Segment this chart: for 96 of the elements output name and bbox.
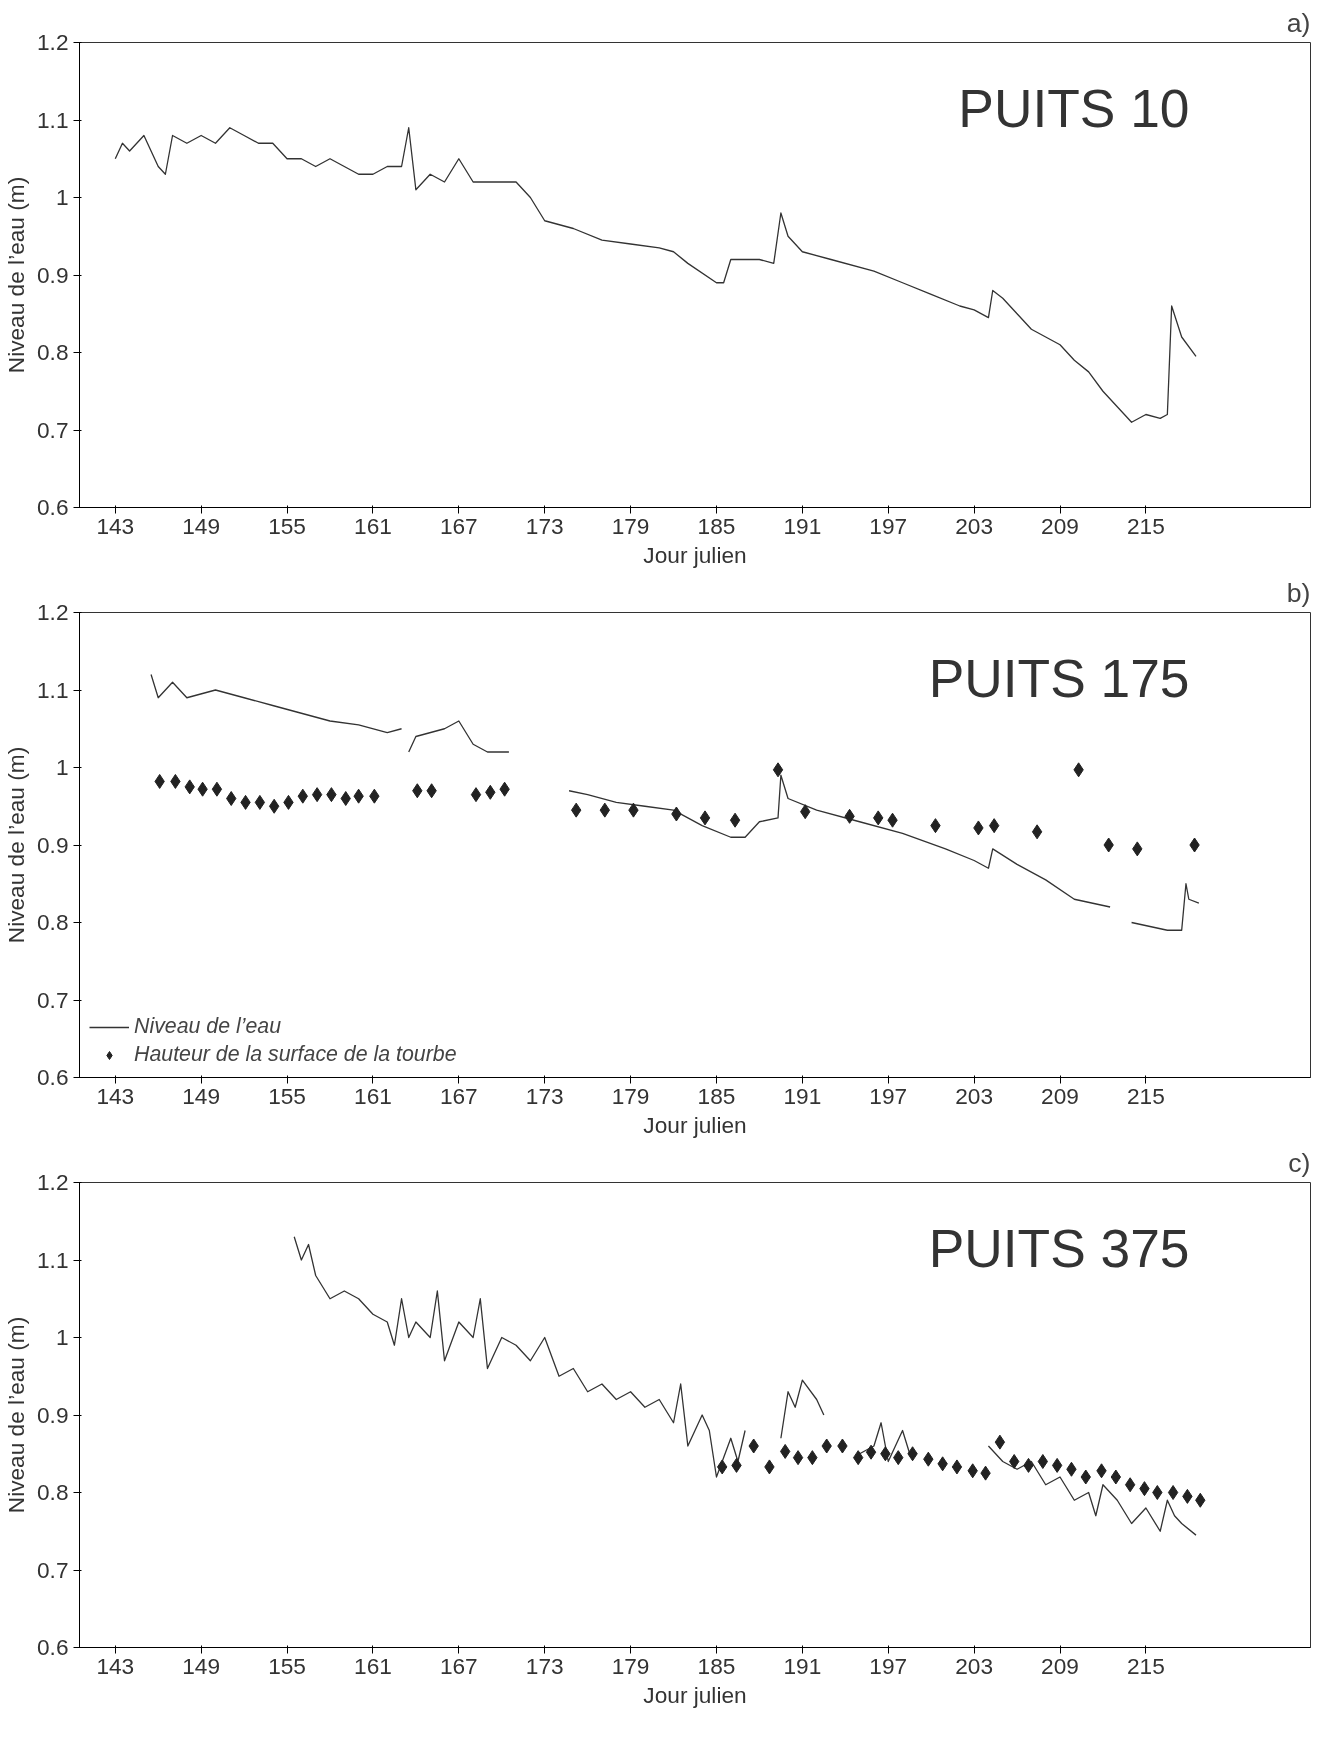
point: [772, 762, 784, 778]
x-tick-label: 209: [1041, 512, 1079, 539]
point: [729, 812, 741, 828]
point: [1124, 1477, 1136, 1493]
x-tick-label: 173: [525, 1652, 564, 1679]
x-tick-label: 179: [611, 512, 650, 539]
x-tick-label: 203: [955, 1082, 994, 1109]
x-tick-label: 161: [354, 512, 392, 539]
y-tick-label: 0.7: [37, 986, 69, 1013]
x-tick-label: 215: [1126, 1652, 1165, 1679]
x-axis-title: Jour julien: [643, 1111, 747, 1138]
y-tick-label: 0.8: [37, 339, 69, 365]
y-tick-label: 0.9: [37, 261, 69, 288]
x-tick-label: 173: [525, 1082, 564, 1109]
x-tick-label: 209: [1041, 1082, 1079, 1109]
x-tick-label: 203: [955, 512, 994, 539]
chart-title: b): [1286, 577, 1311, 608]
x-tick-label: 149: [182, 1082, 221, 1109]
point: [211, 781, 223, 797]
point: [254, 794, 266, 810]
annotation: PUITS 175: [928, 648, 1190, 708]
x-tick-label: 185: [697, 1652, 736, 1679]
x-tick-label: 215: [1126, 512, 1165, 539]
point: [340, 791, 351, 806]
point: [951, 1459, 963, 1475]
point: [1031, 824, 1043, 840]
y-tick-label: 0.6: [37, 1634, 69, 1660]
chart-title: a): [1286, 7, 1311, 38]
annotation: PUITS 375: [928, 1218, 1190, 1278]
x-tick-label: 155: [268, 1082, 306, 1109]
point: [1051, 1457, 1063, 1473]
x-tick-label: 185: [697, 512, 736, 539]
point: [1009, 1454, 1020, 1469]
x-tick-label: 191: [783, 512, 822, 539]
x-tick-label: 149: [182, 512, 221, 539]
y-tick-label: 1.1: [37, 1246, 69, 1273]
point: [792, 1450, 804, 1466]
x-tick-label: 179: [611, 1652, 650, 1679]
y-tick-label: 0.8: [37, 909, 69, 935]
y-tick-label: 1.2: [37, 1169, 69, 1195]
x-tick-label: 167: [439, 1082, 478, 1109]
x-tick-label: 197: [869, 1082, 908, 1109]
chart-title: c): [1288, 1147, 1311, 1178]
y-tick-label: 1: [55, 184, 69, 210]
y-tick-label: 0.6: [37, 494, 69, 520]
x-tick-label: 155: [268, 1652, 306, 1679]
point: [1152, 1485, 1163, 1500]
y-tick-label: 0.7: [37, 416, 69, 443]
legend-label: Hauteur de la surface de la tourbe: [134, 1042, 457, 1067]
x-tick-label: 185: [697, 1082, 736, 1109]
point: [470, 787, 482, 803]
x-tick-label: 143: [96, 1652, 135, 1679]
y-tick-label: 0.7: [37, 1556, 69, 1583]
x-tick-label: 197: [869, 512, 908, 539]
y-tick-label: 1.1: [37, 106, 69, 133]
legend-label: Niveau de l’eau: [134, 1014, 282, 1039]
point: [226, 791, 237, 806]
y-tick-label: 1: [55, 754, 69, 780]
x-tick-label: 209: [1041, 1652, 1079, 1679]
x-tick-label: 161: [354, 1082, 392, 1109]
y-tick-label: 1.2: [37, 29, 69, 55]
point: [988, 818, 1000, 834]
x-axis-title: Jour julien: [643, 541, 747, 568]
y-tick-label: 0.9: [37, 1401, 69, 1428]
x-axis-title: Jour julien: [643, 1681, 747, 1708]
point: [699, 810, 711, 826]
y-tick-label: 0.6: [37, 1064, 69, 1090]
point: [1167, 1485, 1179, 1500]
point: [994, 1434, 1006, 1450]
x-tick-label: 197: [869, 1652, 908, 1679]
x-tick-label: 143: [96, 1082, 135, 1109]
x-tick-label: 203: [955, 1652, 994, 1679]
x-tick-label: 215: [1126, 1082, 1165, 1109]
y-axis-title: Niveau de l’eau (m): [3, 1316, 29, 1514]
x-tick-label: 167: [439, 1652, 478, 1679]
line-series: [114, 127, 1197, 423]
x-tick-label: 161: [354, 1652, 392, 1679]
point: [1037, 1454, 1048, 1469]
y-tick-label: 1.2: [37, 599, 69, 625]
x-tick-label: 143: [96, 512, 135, 539]
y-tick-label: 0.9: [37, 831, 69, 858]
x-tick-label: 173: [525, 512, 564, 539]
x-tick-label: 167: [439, 512, 478, 539]
y-tick-label: 1.1: [37, 676, 69, 703]
x-tick-label: 191: [783, 1082, 822, 1109]
y-axis-title: Niveau de l’eau (m): [3, 746, 29, 944]
y-axis-title: Niveau de l’eau (m): [3, 176, 29, 374]
x-tick-label: 155: [268, 512, 306, 539]
point: [311, 787, 323, 803]
y-tick-label: 0.8: [37, 1479, 69, 1505]
y-tick-label: 1: [55, 1324, 69, 1350]
x-tick-label: 149: [182, 1652, 221, 1679]
x-tick-label: 191: [783, 1652, 822, 1679]
point: [865, 1444, 877, 1460]
x-tick-label: 179: [611, 1082, 650, 1109]
annotation: PUITS 10: [958, 78, 1190, 138]
